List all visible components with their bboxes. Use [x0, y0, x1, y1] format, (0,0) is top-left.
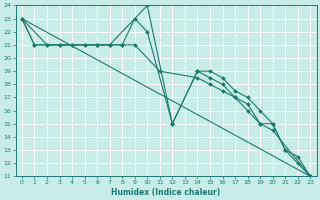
X-axis label: Humidex (Indice chaleur): Humidex (Indice chaleur) [111, 188, 221, 197]
